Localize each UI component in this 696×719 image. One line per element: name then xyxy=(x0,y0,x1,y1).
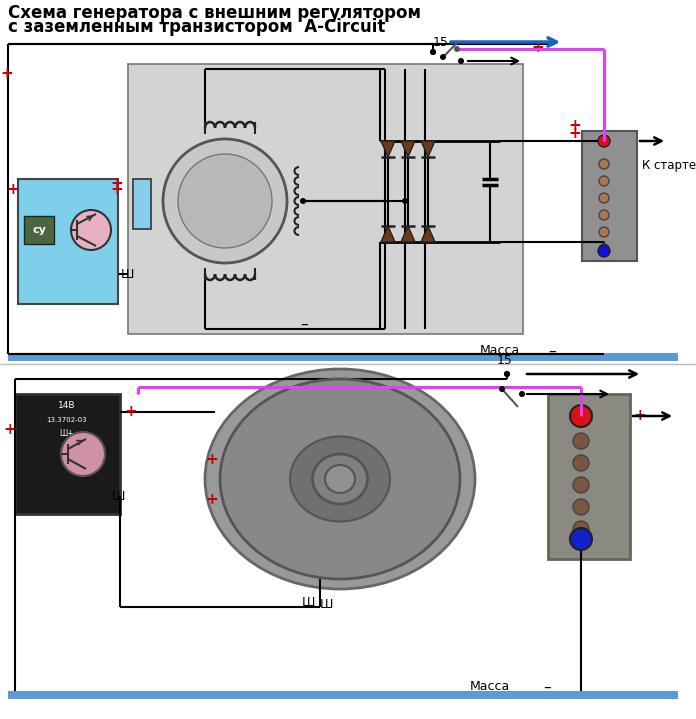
Circle shape xyxy=(599,210,609,220)
Text: +: + xyxy=(3,421,16,436)
Ellipse shape xyxy=(290,436,390,521)
Bar xyxy=(18,179,118,304)
Circle shape xyxy=(573,477,589,493)
Circle shape xyxy=(599,176,609,186)
Bar xyxy=(24,216,54,244)
Text: +: + xyxy=(110,176,122,191)
Text: –: – xyxy=(543,679,551,695)
Text: Масса: Масса xyxy=(470,680,510,694)
Text: +: + xyxy=(124,405,136,419)
Polygon shape xyxy=(381,226,395,242)
Text: Схема генератора с внешним регулятором: Схема генератора с внешним регулятором xyxy=(8,4,421,22)
Circle shape xyxy=(440,54,446,60)
Ellipse shape xyxy=(205,369,475,589)
Text: +: + xyxy=(110,181,122,196)
Text: –: – xyxy=(300,316,308,331)
Bar xyxy=(8,353,678,361)
Polygon shape xyxy=(401,226,415,242)
Text: –: – xyxy=(548,344,555,359)
Text: Ш: Ш xyxy=(302,595,315,608)
Circle shape xyxy=(504,371,510,377)
Text: Масса: Масса xyxy=(480,344,520,357)
Text: К стартеру: К стартеру xyxy=(642,160,696,173)
Polygon shape xyxy=(381,141,395,157)
Text: +: + xyxy=(568,127,580,142)
Bar xyxy=(15,394,120,514)
Text: 13.3702-03: 13.3702-03 xyxy=(47,417,87,423)
Polygon shape xyxy=(421,226,435,242)
Ellipse shape xyxy=(325,465,355,493)
Text: Ш+: Ш+ xyxy=(60,429,74,439)
Text: +: + xyxy=(0,66,13,81)
Circle shape xyxy=(598,135,610,147)
Circle shape xyxy=(519,391,525,397)
Circle shape xyxy=(599,227,609,237)
Circle shape xyxy=(71,210,111,250)
Circle shape xyxy=(573,455,589,471)
Circle shape xyxy=(570,528,592,550)
Text: +: + xyxy=(205,452,218,467)
Text: Ш: Ш xyxy=(320,597,333,610)
Circle shape xyxy=(573,521,589,537)
Polygon shape xyxy=(401,141,415,157)
Text: 15: 15 xyxy=(433,35,449,48)
Circle shape xyxy=(430,49,436,55)
Circle shape xyxy=(454,46,460,52)
Bar xyxy=(8,691,678,699)
Circle shape xyxy=(570,405,592,427)
Circle shape xyxy=(599,159,609,169)
Circle shape xyxy=(458,58,464,64)
Text: су: су xyxy=(32,225,46,235)
Circle shape xyxy=(573,433,589,449)
Circle shape xyxy=(178,154,272,248)
Circle shape xyxy=(599,244,609,254)
Circle shape xyxy=(300,198,306,204)
Circle shape xyxy=(61,432,105,476)
Text: +: + xyxy=(6,181,19,196)
Text: 14В: 14В xyxy=(58,401,76,411)
Text: +: + xyxy=(633,408,646,423)
Circle shape xyxy=(499,386,505,392)
Ellipse shape xyxy=(220,379,460,579)
Circle shape xyxy=(402,198,408,204)
Text: +: + xyxy=(568,119,580,134)
Circle shape xyxy=(599,193,609,203)
Bar xyxy=(133,179,151,229)
Text: 15: 15 xyxy=(497,354,513,367)
Circle shape xyxy=(573,499,589,515)
Text: с заземленным транзистором  A-Circuit: с заземленным транзистором A-Circuit xyxy=(8,18,386,36)
Text: +: + xyxy=(531,40,544,55)
Text: Ш: Ш xyxy=(112,490,125,503)
Bar xyxy=(582,131,637,261)
Polygon shape xyxy=(421,141,435,157)
Bar xyxy=(128,64,523,334)
Circle shape xyxy=(504,371,510,377)
Circle shape xyxy=(598,245,610,257)
Text: +: + xyxy=(205,492,218,506)
Circle shape xyxy=(163,139,287,263)
Text: Ш: Ш xyxy=(121,267,134,280)
Ellipse shape xyxy=(313,454,367,504)
Bar xyxy=(548,394,630,559)
Circle shape xyxy=(430,49,436,55)
